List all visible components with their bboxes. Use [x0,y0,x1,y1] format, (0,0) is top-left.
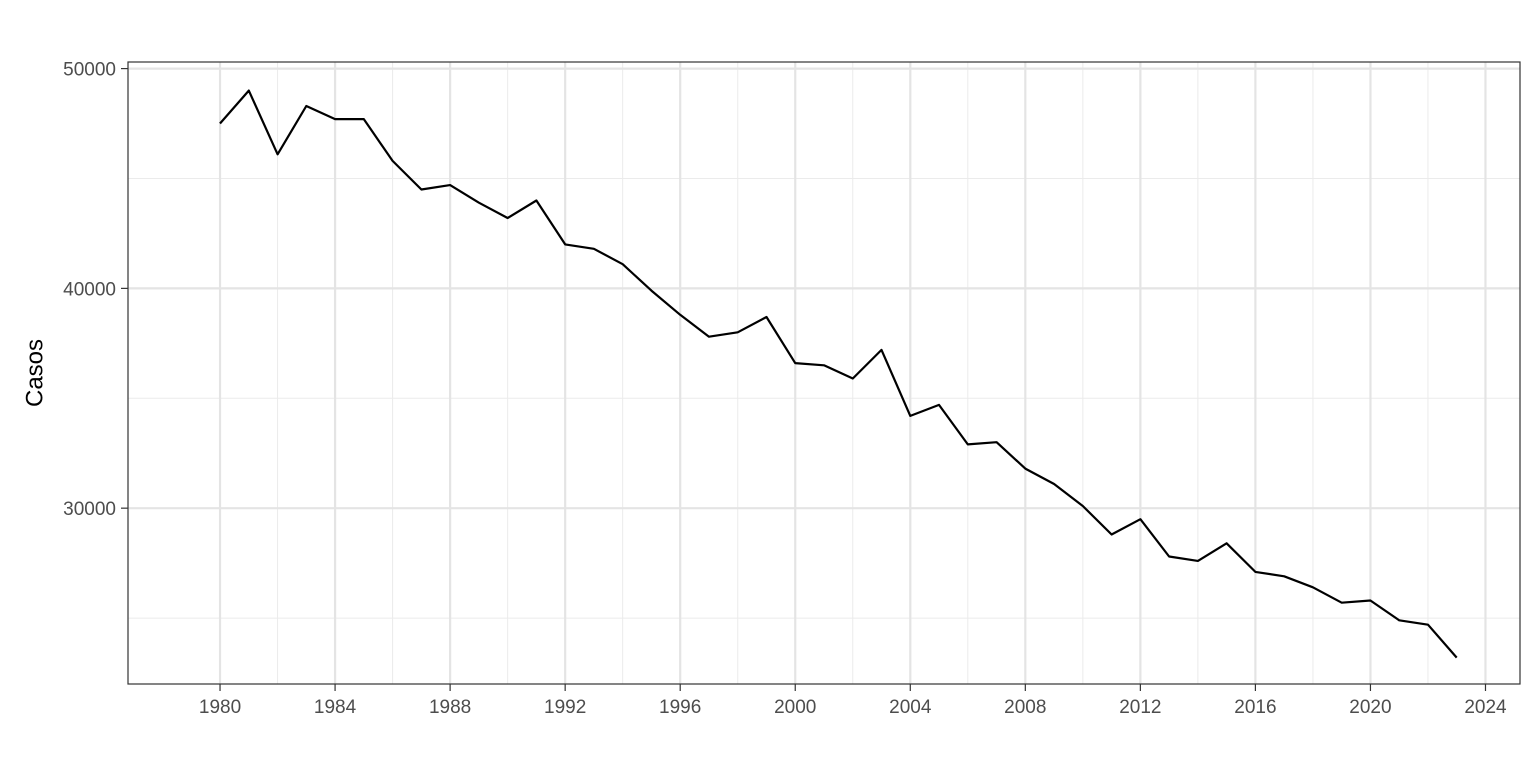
x-tick-label: 2008 [1004,697,1046,718]
x-tick-label: 2024 [1464,697,1507,718]
major-gridlines [128,62,1520,684]
y-tick-label: 40000 [63,279,116,300]
x-tick-label: 1996 [659,697,701,718]
x-axis: 1980 1984 1988 1992 1996 2000 2004 2008 2012 2016… [199,684,1507,718]
data-series-line [219,89,1458,659]
x-tick-label: 2000 [774,697,816,718]
x-tick-label: 2020 [1349,697,1391,718]
x-tick-label: 2012 [1119,697,1161,718]
y-tick-label: 30000 [63,499,116,520]
x-tick-label: 1980 [199,697,241,718]
y-axis-title: Casos [21,339,48,407]
x-tick-label: 1992 [544,697,586,718]
x-tick-label: 2004 [889,697,932,718]
minor-gridlines [128,62,1520,684]
y-axis: 30000 40000 50000 [63,60,128,520]
plot-panel-border [127,61,1521,685]
x-tick-label: 1988 [429,697,471,718]
x-tick-label: 2016 [1234,697,1276,718]
y-tick-label: 50000 [63,60,116,81]
x-tick-label: 1984 [314,697,357,718]
